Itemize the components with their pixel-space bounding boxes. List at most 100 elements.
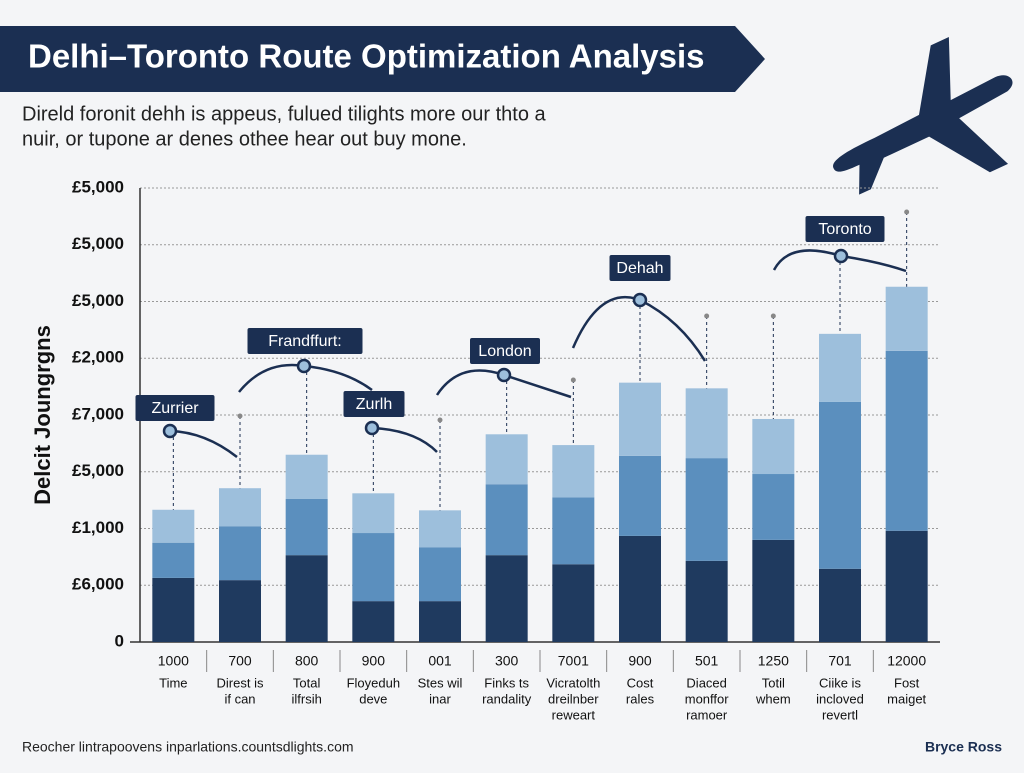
callout-label: Frandffurt: (268, 333, 342, 350)
bar-segment (485, 555, 528, 642)
bar-segment (552, 497, 595, 565)
y-tick-label: £5,000 (72, 234, 124, 253)
x-tick-label: 701 (828, 653, 852, 669)
x-tick-note: incloved (816, 691, 864, 706)
bar-segment (419, 547, 461, 602)
title-banner (0, 26, 765, 92)
x-tick-note: randality (482, 691, 532, 706)
bar-segment (685, 458, 728, 561)
bar-segment (219, 580, 261, 642)
x-tick-label: 7001 (558, 653, 589, 669)
x-tick-note: Finks ts (484, 675, 529, 690)
x-tick-note: maiget (887, 691, 926, 706)
bar-segment (752, 418, 795, 475)
bar-segment (819, 568, 861, 642)
y-axis-label: Delcit Joungrgns (30, 325, 55, 505)
bar-segment (285, 555, 328, 642)
callout-dot (496, 367, 512, 383)
x-tick-note: if can (224, 691, 255, 706)
callout-dot (162, 423, 178, 439)
x-tick-label: 1000 (158, 653, 189, 669)
x-tick-note: Stes wil (418, 675, 463, 690)
x-tick-note: Vicratolth (546, 675, 600, 690)
bar-segment (885, 286, 928, 351)
callout-label: Zurlh (356, 396, 392, 413)
bar-segment (619, 455, 661, 536)
callout-label: Toronto (818, 221, 871, 238)
x-tick-note: Direst is (217, 675, 264, 690)
callout-box (135, 395, 215, 421)
bar-segment (219, 488, 261, 527)
callout-label: Zurrier (151, 400, 199, 417)
x-tick-note: monffor (685, 691, 730, 706)
x-tick-note: rales (626, 691, 655, 706)
x-tick-note: Ciike is (819, 675, 861, 690)
bar-segment (485, 434, 528, 485)
bar-segment (152, 542, 195, 578)
callout-box (343, 391, 405, 417)
x-tick-note: Total (293, 675, 321, 690)
bar-segment (219, 526, 261, 581)
bar-segment (419, 601, 461, 642)
x-tick-label: 800 (295, 653, 319, 669)
bar-segment (819, 401, 861, 569)
x-tick-note: Diaced (686, 675, 726, 690)
x-tick-label: 900 (628, 653, 652, 669)
source: Reocher lintrapoovens inparlations.count… (22, 739, 354, 755)
x-tick-note: Totil (762, 675, 785, 690)
y-tick-label: £5,000 (72, 291, 124, 310)
x-tick-label: 300 (495, 653, 519, 669)
bar-segment (885, 350, 928, 531)
x-tick-note: inar (429, 691, 451, 706)
bar-segment (352, 601, 395, 642)
y-tick-label: £5,000 (72, 461, 124, 480)
bar-segment (485, 484, 528, 556)
callout-dot (632, 292, 648, 308)
airplane-icon (833, 36, 1013, 195)
x-tick-label: 700 (228, 653, 252, 669)
x-tick-label: 1250 (758, 653, 789, 669)
callout-dot (833, 248, 849, 264)
bar-segment (152, 509, 195, 543)
leader-dot (570, 377, 576, 383)
x-tick-label: 900 (362, 653, 386, 669)
x-tick-note: reweart (552, 707, 596, 722)
x-tick-note: whem (755, 691, 791, 706)
y-tick-label: 0 (115, 631, 124, 650)
leader-dot (904, 209, 910, 215)
y-tick-label: £7,000 (72, 404, 124, 423)
y-tick-label: £1,000 (72, 518, 124, 537)
callout-curve (169, 429, 238, 458)
x-tick-note: Time (159, 675, 187, 690)
y-tick-label: £6,000 (72, 575, 124, 594)
y-tick-label: £2,000 (72, 348, 124, 367)
bar-segment (419, 510, 461, 548)
callout-box (247, 328, 363, 354)
bar-segment (752, 474, 795, 540)
bar-segment (685, 560, 728, 642)
bar-segment (619, 382, 661, 456)
callout-box (470, 338, 540, 364)
bar-segment (685, 388, 728, 459)
callout-dot (296, 358, 312, 374)
bar-segment (552, 564, 595, 642)
bar-segment (152, 577, 195, 642)
leader-dot (770, 313, 776, 319)
x-tick-note: ilfrsih (291, 691, 321, 706)
leader-dot (437, 417, 443, 423)
x-tick-label: 001 (428, 653, 452, 669)
callout-box (805, 216, 885, 242)
bar-segment (552, 445, 595, 498)
callout-box (609, 255, 671, 281)
x-tick-label: 501 (695, 653, 719, 669)
x-tick-note: revertl (822, 707, 858, 722)
y-tick-label: £5,000 (72, 177, 124, 196)
callout-dot (364, 420, 380, 436)
callout-label: London (478, 343, 531, 360)
leader-dot (704, 313, 710, 319)
bar-segment (619, 535, 661, 642)
x-tick-note: Fost (894, 675, 920, 690)
bar-segment (819, 333, 861, 402)
